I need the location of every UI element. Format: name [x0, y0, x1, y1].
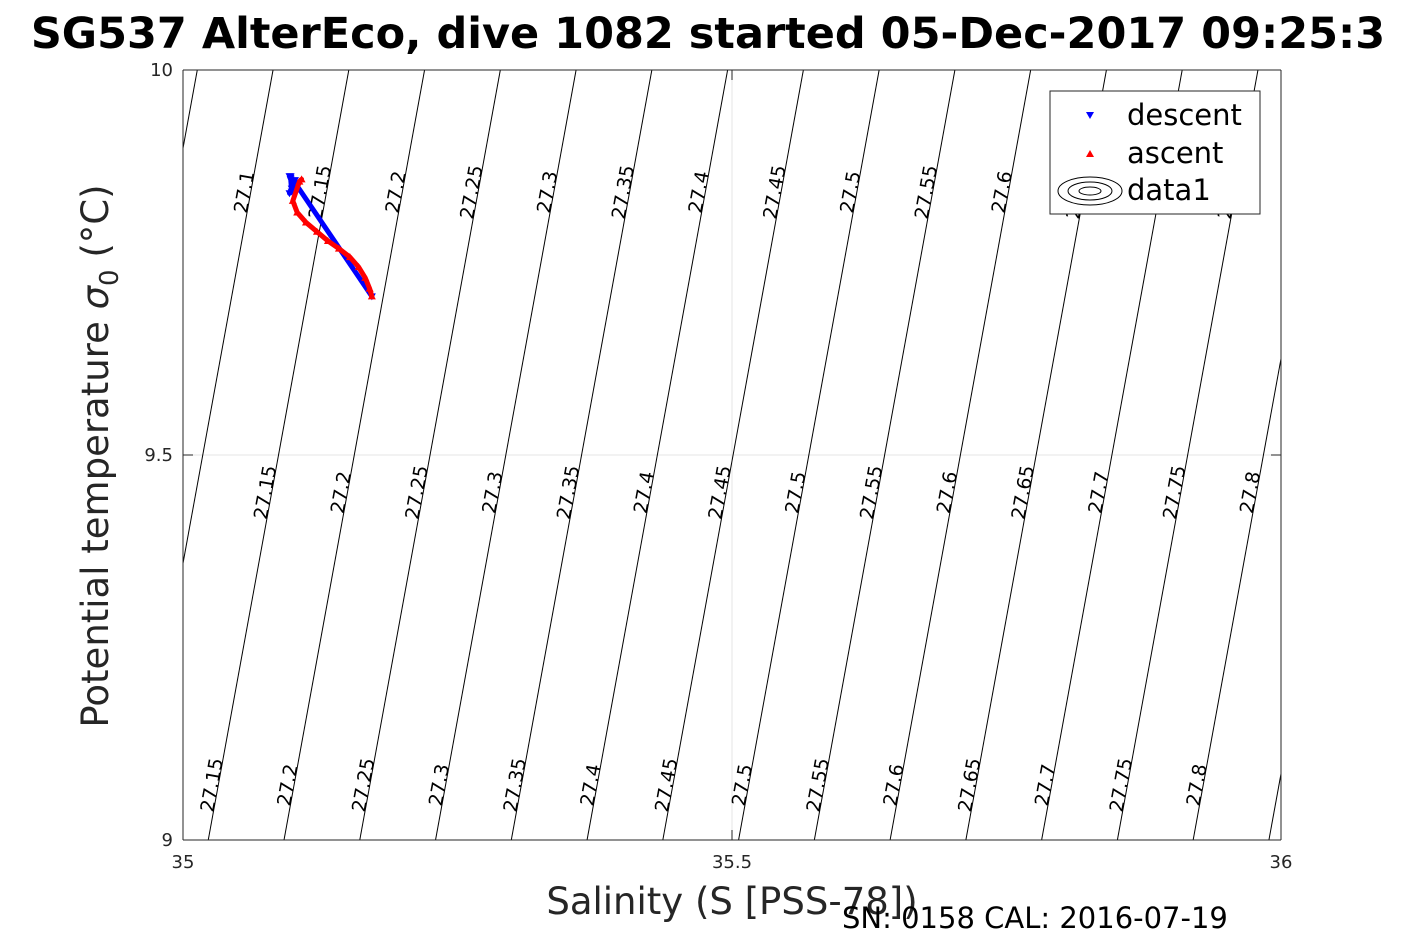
y-tick-label: 9 — [162, 830, 173, 851]
legend[interactable]: descent ascent data1 — [1049, 90, 1261, 215]
y-axis-label-text: Potential temperature — [74, 321, 117, 727]
density-contour — [359, 70, 501, 840]
y-tick-label: 10 — [150, 60, 173, 81]
legend-ascent-label: ascent — [1127, 136, 1223, 170]
density-contour — [889, 70, 1032, 840]
legend-descent-label: descent — [1127, 98, 1242, 132]
x-tick-label: 36 — [1270, 852, 1293, 873]
density-contour — [207, 70, 350, 840]
y-tick-label: 9.5 — [144, 445, 173, 466]
ascent-track — [290, 176, 375, 299]
density-contour — [1268, 771, 1281, 840]
y-axis-label-subscript: 0 — [95, 269, 125, 286]
density-contour — [738, 70, 880, 840]
density-contour — [1192, 355, 1281, 840]
density-contour — [283, 70, 426, 840]
density-contour — [435, 70, 577, 840]
density-contour — [510, 70, 653, 840]
y-axis-label-unit: (°C) — [74, 184, 117, 257]
axis-ticks: 35 35.5 36 9 9.5 10 — [144, 60, 1292, 873]
legend-ascent-marker — [1086, 150, 1094, 157]
legend-box — [1049, 90, 1261, 215]
x-axis-label: Salinity (S [PSS-78]) — [546, 880, 917, 923]
density-contour — [586, 70, 729, 840]
descent-track — [287, 173, 375, 299]
grid-lines — [183, 70, 1281, 840]
x-tick-label: 35.5 — [712, 852, 752, 873]
legend-descent-marker — [1086, 112, 1094, 119]
y-axis-label: Potential temperature σ0 (°C) — [74, 184, 125, 727]
legend-contour-icon — [1057, 176, 1123, 206]
footer-calibration: SN: 0158 CAL: 2016-07-19 — [842, 901, 1228, 935]
density-contour — [813, 70, 956, 840]
chart-title: SG537 AlterEco, dive 1082 started 05-Dec… — [31, 9, 1385, 59]
data-series — [285, 173, 376, 301]
density-contour — [183, 70, 274, 567]
density-contour — [662, 70, 804, 840]
x-tick-label: 35 — [172, 852, 195, 873]
y-axis-label-symbol: σ — [74, 284, 117, 309]
legend-data1-label: data1 — [1127, 173, 1211, 207]
